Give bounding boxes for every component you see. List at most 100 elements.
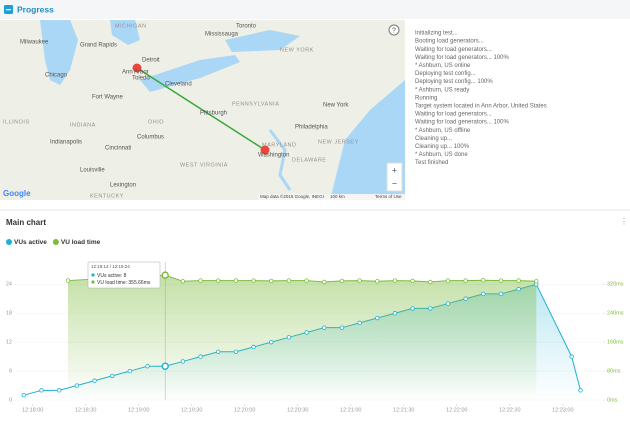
point xyxy=(392,311,398,316)
point xyxy=(569,354,574,359)
point xyxy=(357,320,362,326)
point xyxy=(410,306,415,311)
tooltip-line: VU load time: 355.66ms xyxy=(97,280,151,286)
map-label: Grand Rapids xyxy=(80,43,117,49)
log-line: * Ashburn, US done xyxy=(415,152,468,158)
y-tick-label: 0 xyxy=(9,397,12,403)
legend-swatch xyxy=(6,239,12,245)
help-icon: ? xyxy=(392,27,396,34)
chart-title: Main chart xyxy=(6,218,46,227)
zoom-in[interactable]: + xyxy=(392,165,397,175)
point xyxy=(65,278,71,283)
log-line: Cleaning up... xyxy=(415,136,452,142)
log-line: Target system located in Ann Arbor, Unit… xyxy=(415,103,547,109)
attribution-bar xyxy=(258,194,405,200)
x-tick-label: 12:23:00 xyxy=(552,407,573,413)
x-tick-label: 12:19:00 xyxy=(128,407,149,413)
tooltip: 12:19:14 / 12:19:24 VUs active: 8VU load … xyxy=(87,261,161,289)
map-label: Mississauga xyxy=(205,32,239,38)
point xyxy=(498,291,504,297)
map: Milwaukee Chicago Detroit Toledo Ann Arb… xyxy=(0,20,405,200)
help-button[interactable] xyxy=(388,24,400,36)
y-tick-label: 12 xyxy=(6,340,12,346)
log-line: Waiting for load generators... 100% xyxy=(415,120,509,126)
map-label: Indianapolis xyxy=(50,140,82,146)
terms[interactable]: Terms of Use xyxy=(375,194,402,199)
point xyxy=(304,278,309,283)
map-label: New York xyxy=(323,103,349,109)
point xyxy=(445,301,451,306)
point xyxy=(375,279,380,284)
tooltip-swatch xyxy=(91,280,95,284)
point xyxy=(481,291,486,297)
point xyxy=(92,378,97,383)
point xyxy=(322,325,327,330)
scale: 100 km xyxy=(330,194,345,199)
lake-ontario xyxy=(225,30,300,52)
map-label: Chicago xyxy=(45,73,68,79)
point xyxy=(286,335,292,340)
y2-tick-label: 240ms xyxy=(607,311,624,317)
legend-swatch xyxy=(52,239,59,245)
lake-huron xyxy=(110,20,140,45)
point xyxy=(534,279,539,284)
map-label: PENNSYLVANIA xyxy=(232,101,279,107)
point xyxy=(269,339,274,345)
point xyxy=(428,306,433,311)
point xyxy=(322,279,327,285)
log-line: Booting load generators... xyxy=(415,39,484,45)
point xyxy=(127,368,133,374)
point xyxy=(145,364,150,369)
log-line: Waiting for load generators... 100% xyxy=(415,55,509,61)
x-tick-label: 12:20:00 xyxy=(234,407,255,413)
legend-label: VUs active xyxy=(14,239,47,246)
y-tick-label: 24 xyxy=(6,282,12,288)
ocean xyxy=(330,80,405,200)
x-tick-label: 12:20:30 xyxy=(287,407,308,413)
map-label: NEW JERSEY xyxy=(318,139,359,145)
log-line: * Ashburn, US online xyxy=(415,63,471,69)
point xyxy=(304,330,309,335)
point xyxy=(180,359,186,364)
legend-label: VU load time xyxy=(61,239,101,246)
map-label: Toledo xyxy=(132,76,150,82)
menu-icon[interactable]: ⋮ xyxy=(620,217,628,226)
point xyxy=(216,278,221,283)
point xyxy=(498,278,504,283)
log-line: Deploying test config... 100% xyxy=(415,79,493,85)
y-tick-label: 6 xyxy=(9,369,12,375)
map-label: KENTUCKY xyxy=(90,193,124,199)
log-line: Test finished xyxy=(415,160,448,166)
x-tick-label: 12:18:30 xyxy=(75,407,96,413)
x-tick-label: 12:22:30 xyxy=(499,407,520,413)
point xyxy=(357,278,362,283)
log-line: Waiting for load generators... xyxy=(415,47,492,53)
tooltip-swatch xyxy=(91,273,95,277)
map-label: Lexington xyxy=(110,183,136,189)
generator-marker xyxy=(260,145,270,155)
point xyxy=(269,278,274,284)
point xyxy=(339,325,345,330)
map-label: WEST VIRGINIA xyxy=(180,162,228,168)
tooltip-time: 12:19:14 / 12:19:24 xyxy=(91,264,130,269)
lake-erie xyxy=(140,55,240,92)
header-bar xyxy=(0,0,630,19)
log-line: Deploying test config... xyxy=(415,71,476,77)
y2-tick-label: 0ms xyxy=(607,397,618,403)
tooltip-box xyxy=(87,261,161,289)
map-label: Milwaukee xyxy=(20,40,49,46)
log-line: Initializing test... xyxy=(415,31,458,37)
zoom-control xyxy=(386,162,403,192)
attribution: Map data ©2018 Google, INEGI xyxy=(260,193,324,199)
y2-tick-label: 80ms xyxy=(607,368,621,374)
x-tick-label: 12:19:30 xyxy=(181,407,202,413)
map-logo: Google xyxy=(3,189,31,198)
log-line: * Ashburn, US ready xyxy=(415,87,469,93)
y-tick-label: 18 xyxy=(6,311,12,317)
map-label: Toronto xyxy=(236,24,257,30)
header-title: Progress xyxy=(17,4,54,14)
log-line: Cleaning up... 100% xyxy=(415,144,470,150)
zoom-out[interactable]: − xyxy=(392,178,397,188)
map-label: Pittsburgh xyxy=(200,111,227,117)
